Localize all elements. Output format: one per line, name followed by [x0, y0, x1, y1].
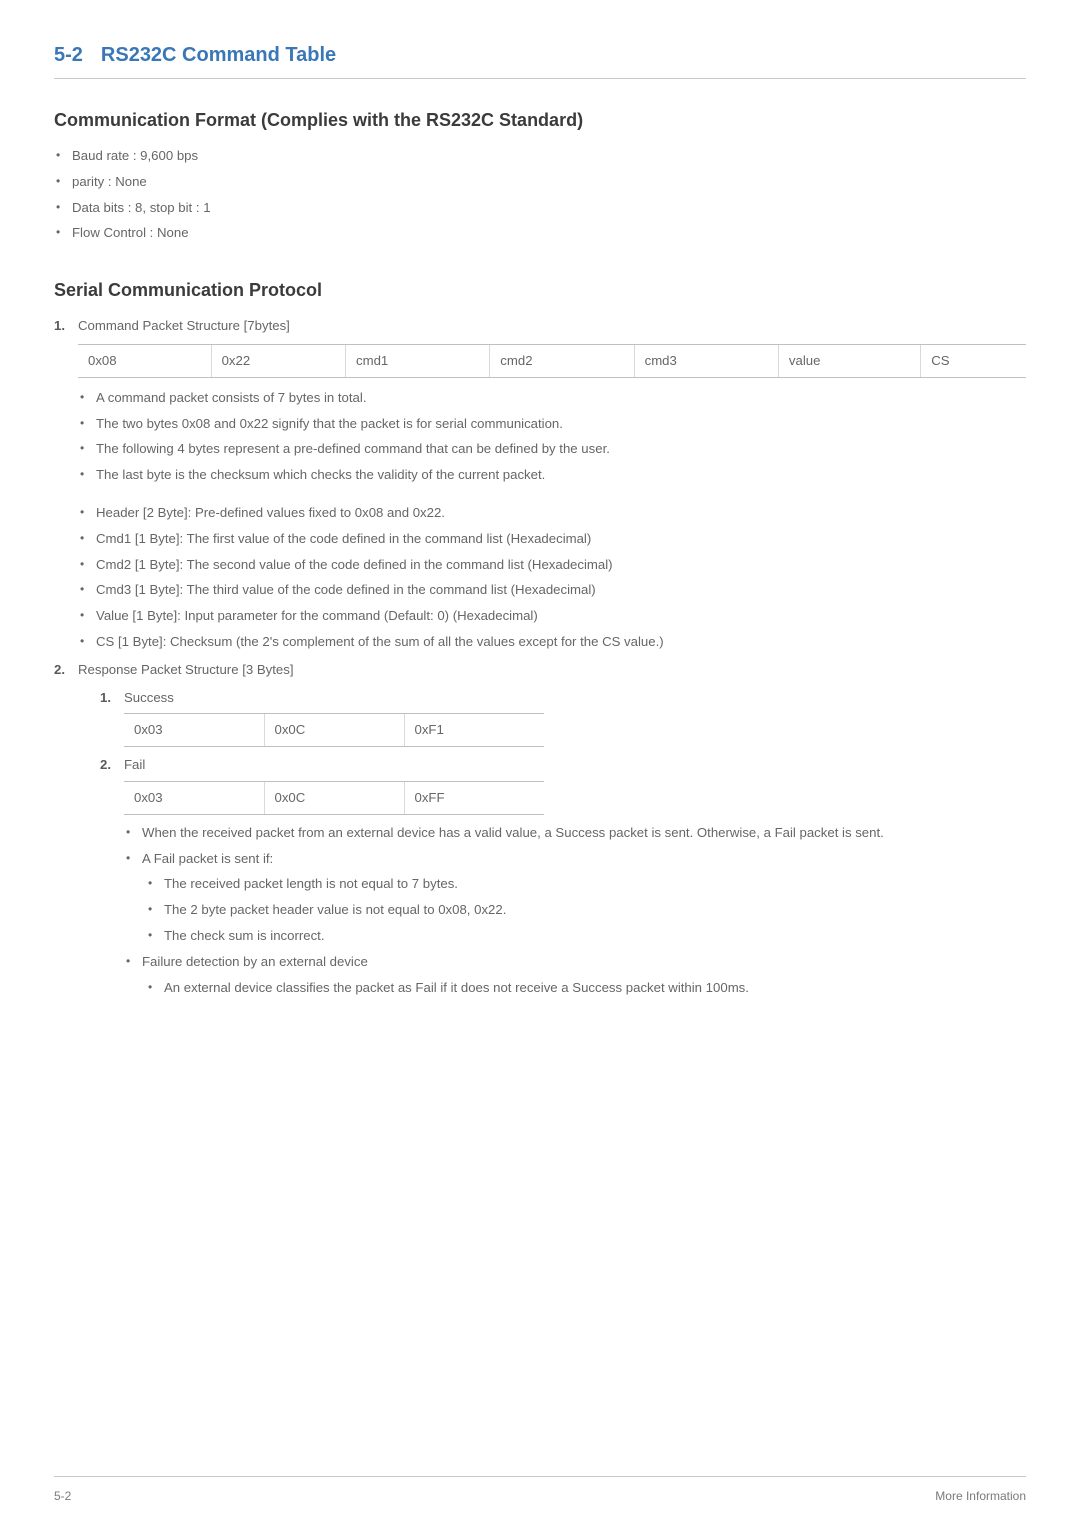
list-item: Cmd3 [1 Byte]: The third value of the co… — [78, 580, 1026, 600]
success-label: Success — [124, 690, 174, 705]
list-item: parity : None — [54, 172, 1026, 192]
fail-ext-items: An external device classifies the packet… — [146, 978, 1026, 998]
serial-heading: Serial Communication Protocol — [54, 277, 1026, 304]
packet-desc-group1: A command packet consists of 7 bytes in … — [78, 388, 1026, 485]
list-item: Failure detection by an external device — [124, 952, 1026, 972]
table-cell: 0x03 — [124, 714, 264, 747]
page-footer: 5-2 More Information — [54, 1476, 1026, 1505]
list-item: CS [1 Byte]: Checksum (the 2's complemen… — [78, 632, 1026, 652]
table-cell: 0x0C — [264, 781, 404, 814]
list-item: A Fail packet is sent if: — [124, 849, 1026, 869]
section-title-text: RS232C Command Table — [101, 44, 336, 66]
list-item: When the received packet from an externa… — [124, 823, 1026, 843]
table-cell: 0x03 — [124, 781, 264, 814]
command-packet-table: 0x08 0x22 cmd1 cmd2 cmd3 value CS — [78, 344, 1026, 378]
table-cell: 0x22 — [211, 344, 345, 377]
list-item: The following 4 bytes represent a pre-de… — [78, 439, 1026, 459]
comm-format-heading: Communication Format (Complies with the … — [54, 107, 1026, 134]
section-heading: 5-2 RS232C Command Table — [54, 40, 1026, 79]
footer-right: More Information — [935, 1487, 1026, 1505]
list-item: Value [1 Byte]: Input parameter for the … — [78, 606, 1026, 626]
response-substeps: Success 0x03 0x0C 0xF1 Fail 0x03 0x0C 0x… — [100, 688, 1026, 998]
list-item: Baud rate : 9,600 bps — [54, 146, 1026, 166]
table-cell: cmd2 — [490, 344, 634, 377]
list-item: The received packet length is not equal … — [146, 874, 1026, 894]
table-cell: 0x08 — [78, 344, 211, 377]
list-item: Cmd1 [1 Byte]: The first value of the co… — [78, 529, 1026, 549]
list-item: An external device classifies the packet… — [146, 978, 1026, 998]
step-2: Response Packet Structure [3 Bytes] Succ… — [54, 660, 1026, 998]
list-item: Header [2 Byte]: Pre-defined values fixe… — [78, 503, 1026, 523]
table-cell: value — [778, 344, 920, 377]
table-cell: cmd1 — [346, 344, 490, 377]
step1-label: Command Packet Structure [7bytes] — [78, 318, 290, 333]
packet-desc-group2: Header [2 Byte]: Pre-defined values fixe… — [78, 503, 1026, 652]
list-item: Flow Control : None — [54, 223, 1026, 243]
list-item: Cmd2 [1 Byte]: The second value of the c… — [78, 555, 1026, 575]
step2-label: Response Packet Structure [3 Bytes] — [78, 662, 294, 677]
table-cell: CS — [921, 344, 1026, 377]
substep-success: Success 0x03 0x0C 0xF1 — [100, 688, 1026, 748]
footer-left: 5-2 — [54, 1487, 71, 1505]
table-cell: 0x0C — [264, 714, 404, 747]
fail-table: 0x03 0x0C 0xFF — [124, 781, 544, 815]
list-item: The check sum is incorrect. — [146, 926, 1026, 946]
table-cell: 0xF1 — [404, 714, 544, 747]
fail-conditions: The received packet length is not equal … — [146, 874, 1026, 945]
list-item: Data bits : 8, stop bit : 1 — [54, 198, 1026, 218]
list-item: The last byte is the checksum which chec… — [78, 465, 1026, 485]
section-number: 5-2 — [54, 44, 83, 66]
table-cell: cmd3 — [634, 344, 778, 377]
list-item: The two bytes 0x08 and 0x22 signify that… — [78, 414, 1026, 434]
fail-notes-top: When the received packet from an externa… — [124, 823, 1026, 869]
serial-steps: Command Packet Structure [7bytes] 0x08 0… — [54, 316, 1026, 997]
substep-fail: Fail 0x03 0x0C 0xFF When the received pa… — [100, 755, 1026, 997]
fail-label: Fail — [124, 757, 145, 772]
comm-format-list: Baud rate : 9,600 bps parity : None Data… — [54, 146, 1026, 243]
success-table: 0x03 0x0C 0xF1 — [124, 713, 544, 747]
table-cell: 0xFF — [404, 781, 544, 814]
list-item: A command packet consists of 7 bytes in … — [78, 388, 1026, 408]
list-item: The 2 byte packet header value is not eq… — [146, 900, 1026, 920]
step-1: Command Packet Structure [7bytes] 0x08 0… — [54, 316, 1026, 652]
fail-ext: Failure detection by an external device — [124, 952, 1026, 972]
